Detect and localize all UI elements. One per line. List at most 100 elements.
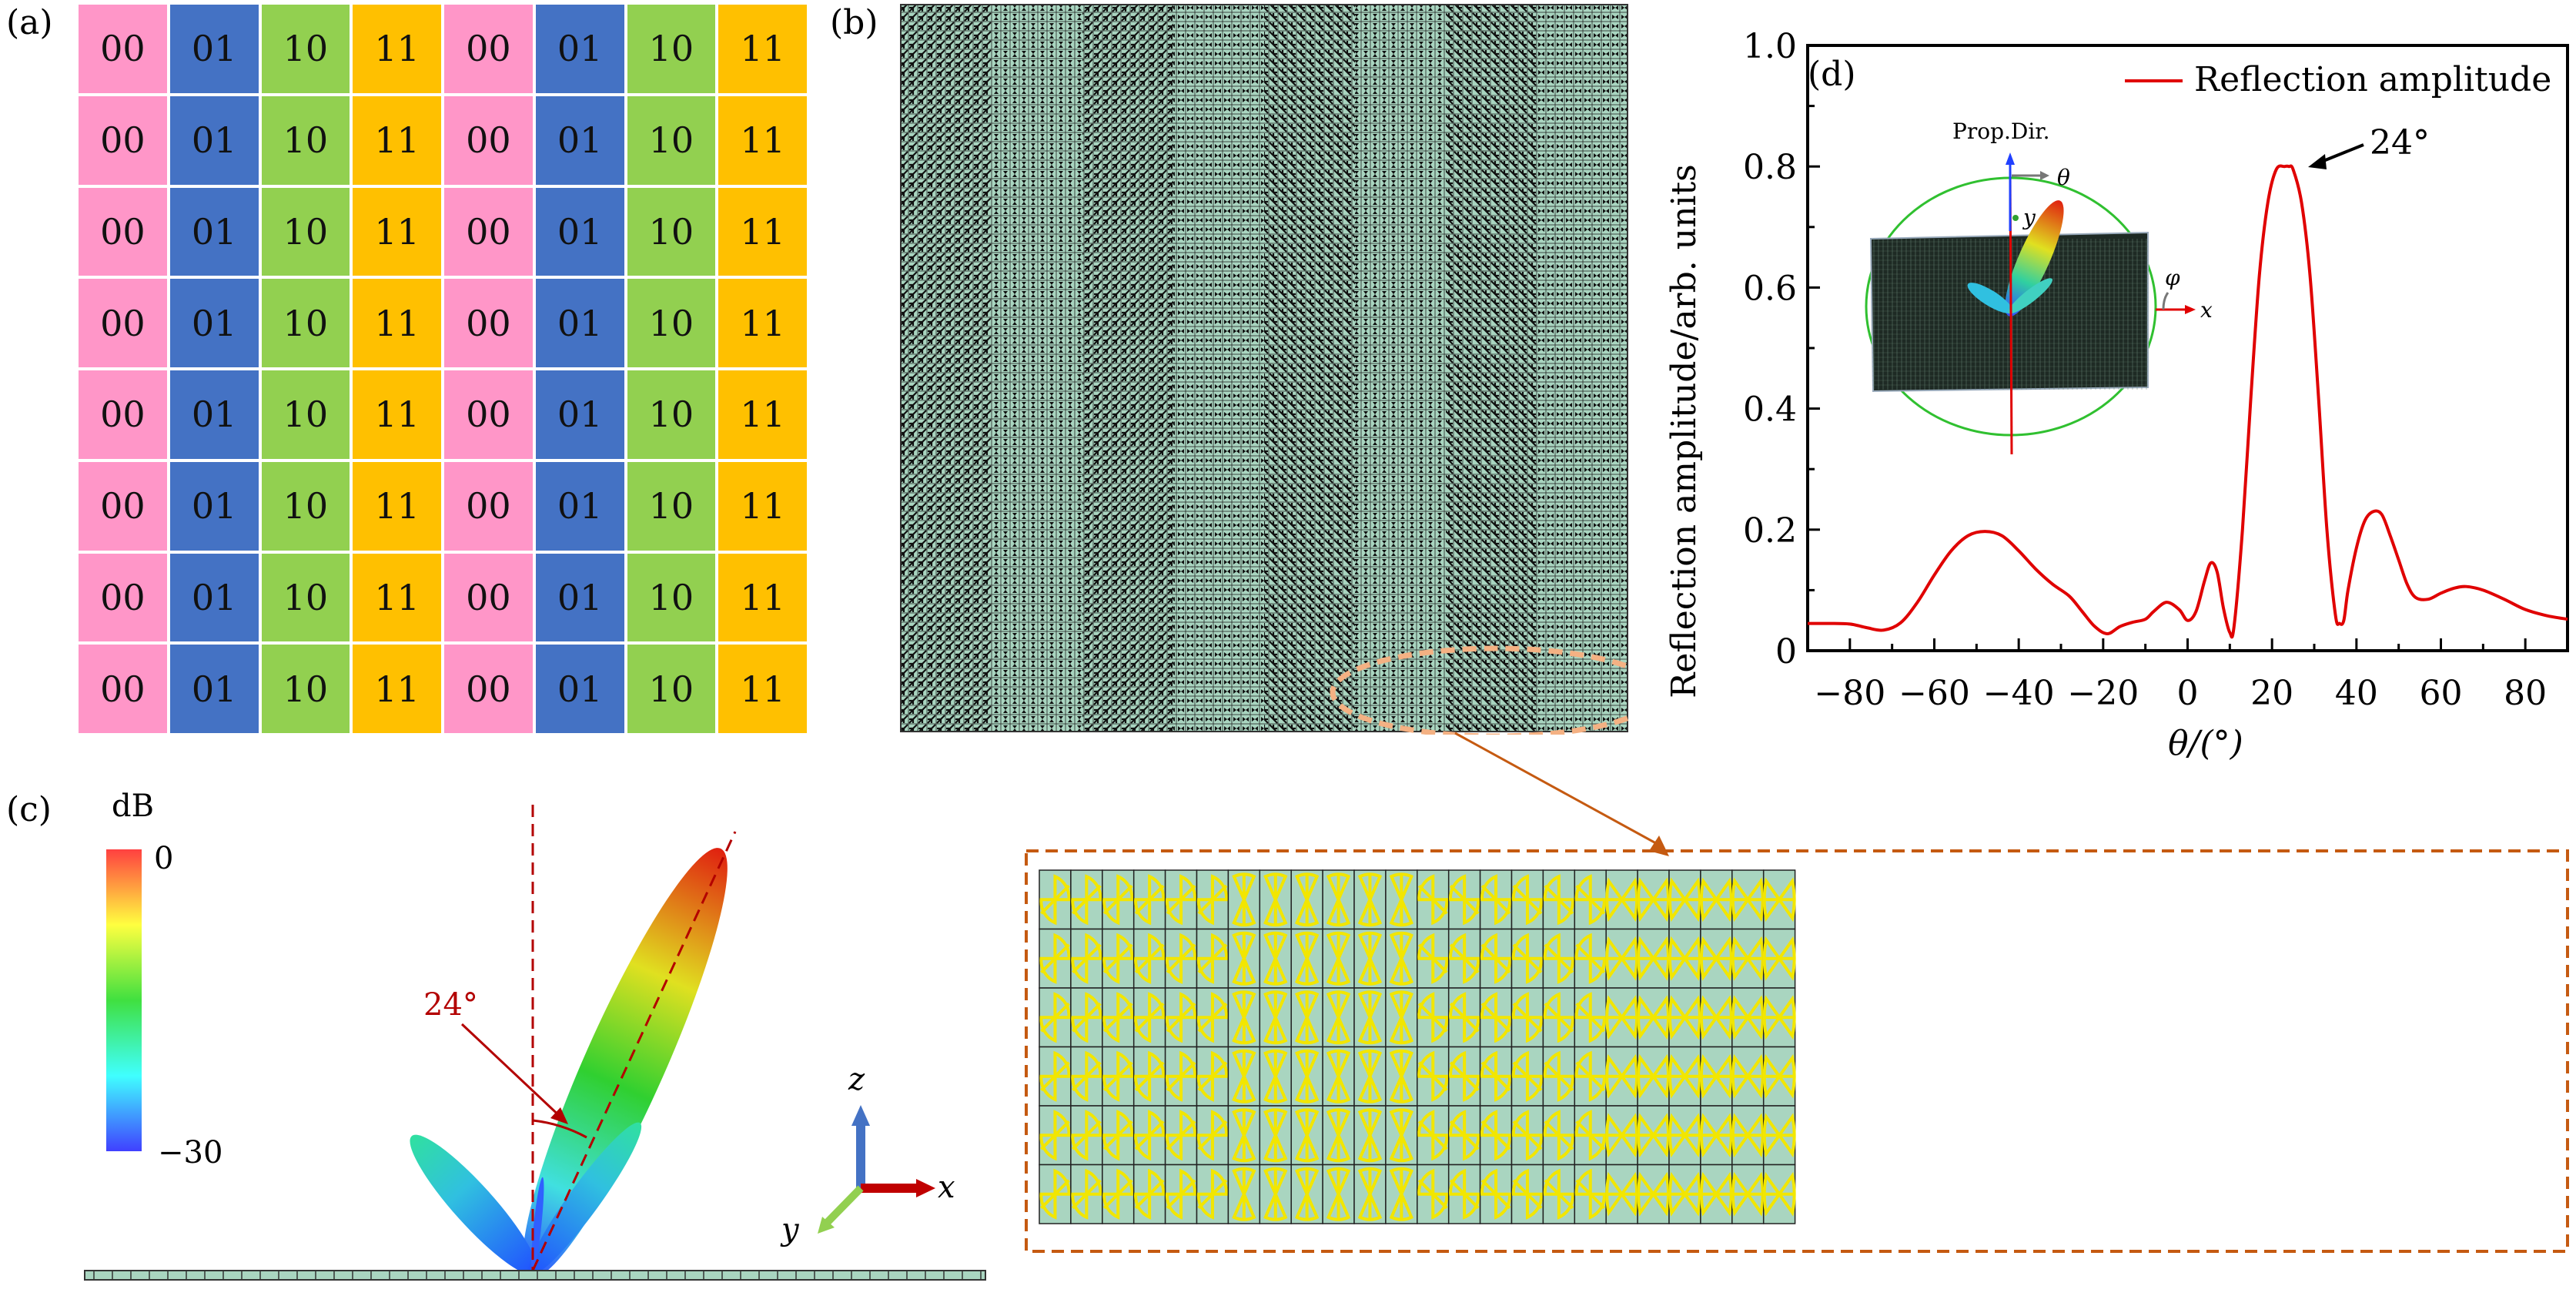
unit-cell-pinwheel-a <box>1039 1105 1072 1166</box>
coding-cell-00: 00 <box>444 187 533 276</box>
plot-area <box>1807 164 2568 639</box>
x-tick-label: −60 <box>1899 674 1970 713</box>
unit-cell-bowtie-vertical <box>1353 1046 1387 1107</box>
z-arrow-head-icon <box>851 1105 870 1126</box>
unit-cell-pinwheel-a <box>1039 928 1072 989</box>
coding-cell-01: 01 <box>169 95 259 185</box>
y-tick-label: 0.8 <box>1743 148 1797 187</box>
coding-cell-00: 00 <box>79 461 167 551</box>
panel-d-label: (d) <box>1808 55 1856 94</box>
x-tick-label: 20 <box>2250 674 2293 713</box>
angle-arrow-head-icon <box>550 1107 568 1124</box>
coding-cell-10: 10 <box>627 95 716 185</box>
unit-cell-pinwheel-b <box>1574 1046 1607 1107</box>
unit-cell-pinwheel-a <box>1102 928 1135 989</box>
coding-cell-01: 01 <box>169 553 259 642</box>
coding-cell-11: 11 <box>353 187 441 276</box>
unit-cell-pinwheel-b <box>1574 869 1607 930</box>
unit-cell-bowtie-vertical <box>1353 987 1387 1048</box>
unit-cell-pinwheel-b <box>1417 869 1450 930</box>
unit-cell-pinwheel-b <box>1574 928 1607 989</box>
unit-cell-bowtie-horizontal <box>1605 1164 1639 1224</box>
unit-cell-pinwheel-b <box>1510 928 1544 989</box>
unit-cell-pinwheel-a <box>1102 869 1135 930</box>
coding-cell-11: 11 <box>353 95 441 185</box>
coding-cell-11: 11 <box>353 553 441 642</box>
inset-x-arrow-icon <box>2185 305 2196 314</box>
unit-cell-pinwheel-b <box>1574 1164 1607 1224</box>
coding-cell-01: 01 <box>535 95 624 185</box>
coding-cell-01: 01 <box>169 461 259 551</box>
unit-cell-bowtie-horizontal <box>1668 928 1701 989</box>
radiation-pattern-2d: dB 0 −30 24° z x y <box>84 789 986 1281</box>
coding-cell-01: 01 <box>535 553 624 642</box>
y-tick-label: 0.2 <box>1743 511 1797 551</box>
coding-cell-10: 10 <box>627 370 716 459</box>
inset-phi-label: φ <box>2165 265 2180 290</box>
unit-cell-pinwheel-a <box>1039 1046 1072 1107</box>
unit-cell-bowtie-vertical <box>1290 869 1323 930</box>
coding-cell-10: 10 <box>627 187 716 276</box>
unit-cell-bowtie-horizontal <box>1605 928 1639 989</box>
x-axis-label: x <box>938 1170 955 1205</box>
unit-cell-pinwheel-b <box>1417 928 1450 989</box>
inset-prop-label: Prop.Dir. <box>1952 119 2050 144</box>
unit-cell-pinwheel-b <box>1417 1105 1450 1166</box>
unit-cell-bowtie-vertical <box>1227 1046 1261 1107</box>
unit-cell-pinwheel-b <box>1510 1105 1544 1166</box>
y-axis-title: Reflection amplitude/arb. units <box>1664 164 1704 698</box>
coding-cell-11: 11 <box>353 5 441 93</box>
coding-cell-00: 00 <box>79 5 167 93</box>
colorbar <box>106 849 142 1151</box>
minor-lobe <box>531 1177 544 1272</box>
coding-pattern-grid: 00 01 10 11 00 01 10 11 00 01 10 11 00 01 10 11 00 01 10 11… <box>79 5 807 733</box>
unit-cell-pinwheel-a <box>1132 928 1166 989</box>
reflection-chart: −80 −60 −40 −20 0 20 40 60 80 0 0.2 0.4 0.6 0.8 1.0 (d… <box>1664 27 2569 763</box>
panel-b-label: (b) <box>830 3 878 42</box>
coding-cell-11: 11 <box>718 370 807 459</box>
unit-cell-bowtie-vertical <box>1385 1046 1418 1107</box>
unit-cell-pinwheel-a <box>1164 869 1198 930</box>
unit-cell-pinwheel-a <box>1132 1046 1166 1107</box>
unit-cell-pinwheel-a <box>1070 869 1103 930</box>
unit-cell-bowtie-vertical <box>1227 928 1261 989</box>
unit-cell-pinwheel-b <box>1574 1105 1607 1166</box>
unit-cell-pinwheel-a <box>1164 1105 1198 1166</box>
metasurface-stripe <box>1537 5 1628 732</box>
unit-cell-bowtie-horizontal <box>1762 1105 1796 1166</box>
unit-cell-grid <box>1039 869 1796 1224</box>
coding-cell-00: 00 <box>79 279 167 367</box>
unit-cell-bowtie-vertical <box>1385 1164 1418 1224</box>
unit-cell-bowtie-vertical <box>1322 928 1355 989</box>
angle-pointer <box>460 1023 566 1122</box>
coding-cell-10: 10 <box>261 279 350 367</box>
metasurface-stripe <box>1173 5 1265 732</box>
unit-cell-pinwheel-b <box>1479 1105 1513 1166</box>
unit-cell-pinwheel-a <box>1196 1046 1229 1107</box>
coding-cell-10: 10 <box>261 553 350 642</box>
unit-cell-bowtie-horizontal <box>1668 1046 1701 1107</box>
coding-cell-10: 10 <box>261 370 350 459</box>
coding-cell-00: 00 <box>79 95 167 185</box>
inset-y-label: y <box>2022 205 2036 230</box>
metasurface-stripe <box>992 5 1083 732</box>
unit-cell-bowtie-vertical <box>1259 1105 1292 1166</box>
coding-cell-11: 11 <box>718 553 807 642</box>
unit-cell-pinwheel-a <box>1102 1105 1135 1166</box>
unit-cell-bowtie-vertical <box>1385 1105 1418 1166</box>
coding-cell-10: 10 <box>261 187 350 276</box>
unit-cell-bowtie-vertical <box>1290 1105 1323 1166</box>
y-arrow-head-icon <box>818 1217 835 1234</box>
unit-cell-bowtie-horizontal <box>1762 869 1796 930</box>
unit-cell-bowtie-horizontal <box>1605 1105 1639 1166</box>
x-tick-label: −40 <box>1983 674 2055 713</box>
coding-cell-01: 01 <box>535 461 624 551</box>
metasurface-stripe <box>1446 5 1537 732</box>
unit-cell-pinwheel-b <box>1542 928 1576 989</box>
unit-cell-bowtie-horizontal <box>1731 987 1765 1048</box>
y-tick-label: 1.0 <box>1743 27 1797 66</box>
coding-cell-00: 00 <box>444 370 533 459</box>
unit-cell-pinwheel-b <box>1447 1105 1481 1166</box>
unit-cell-bowtie-vertical <box>1259 928 1292 989</box>
metasurface-stripe <box>1082 5 1174 732</box>
